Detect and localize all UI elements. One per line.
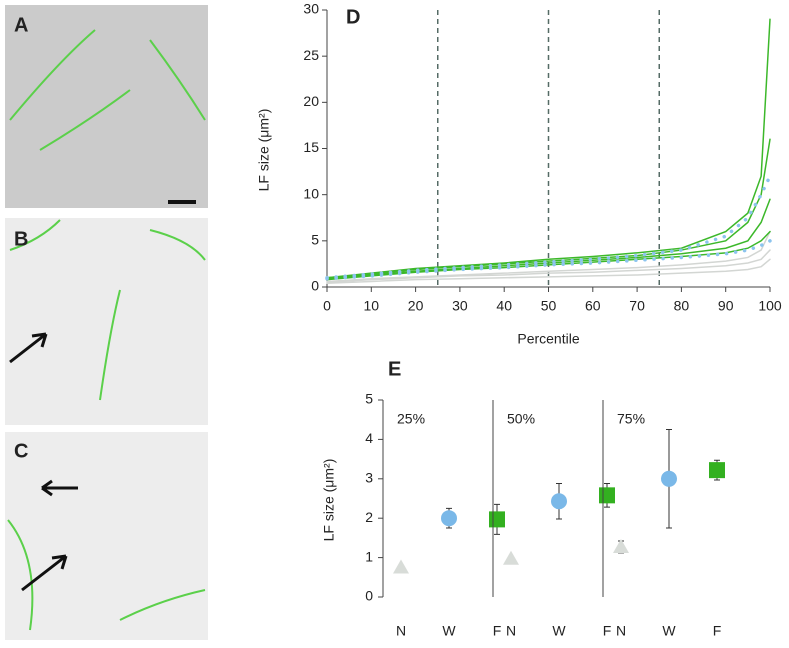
- y-tick-label: 5: [311, 232, 319, 248]
- x-tick-label: 60: [585, 298, 601, 314]
- x-tick-label: W: [552, 623, 566, 639]
- x-tick-label: N: [616, 623, 626, 639]
- arrow: [9, 332, 48, 364]
- y-tick-label: 25: [303, 47, 319, 63]
- y-tick-label: 15: [303, 139, 319, 155]
- panel-label: 25%: [397, 410, 425, 426]
- panel-label: 75%: [617, 410, 645, 426]
- series-line: [326, 230, 771, 281]
- series-line: [326, 258, 771, 285]
- image-panel: [5, 218, 208, 425]
- marker: [661, 470, 677, 487]
- fiber: [9, 219, 206, 401]
- y-tick-label: 3: [365, 470, 373, 486]
- fiber: [9, 29, 206, 151]
- image-panel: [5, 432, 208, 640]
- x-tick-label: 0: [323, 298, 331, 314]
- x-tick-label: F: [603, 623, 612, 639]
- x-tick-label: 100: [758, 298, 782, 314]
- series-line: [326, 249, 771, 284]
- x-tick-label: F: [493, 623, 502, 639]
- x-tick-label: 30: [452, 298, 468, 314]
- fiber: [7, 519, 206, 631]
- x-tick-label: N: [396, 623, 406, 639]
- marker: [503, 550, 519, 565]
- x-tick-label: 50: [541, 298, 557, 314]
- y-tick-label: 4: [365, 430, 373, 446]
- arrow: [21, 479, 78, 592]
- y-tick-label: 20: [303, 93, 319, 109]
- scale-bar: [168, 200, 196, 204]
- y-tick-label: 30: [303, 1, 319, 17]
- chart-title: D: [346, 6, 360, 28]
- x-tick-label: 90: [718, 298, 734, 314]
- marker: [613, 538, 629, 553]
- panel-label: C: [14, 440, 28, 462]
- y-tick-label: 2: [365, 509, 373, 525]
- x-tick-label: 80: [674, 298, 690, 314]
- series-line: [326, 138, 771, 279]
- panel-label: A: [14, 14, 28, 36]
- marker: [393, 559, 409, 574]
- y-tick-label: 0: [365, 588, 373, 604]
- chart-title: E: [388, 358, 401, 380]
- marker: [441, 510, 457, 527]
- y-tick-label: 10: [303, 185, 319, 201]
- marker: [599, 487, 615, 504]
- x-axis-label: Percentile: [517, 331, 579, 347]
- x-tick-label: 20: [408, 298, 424, 314]
- x-tick-label: 10: [364, 298, 380, 314]
- y-tick-label: 1: [365, 548, 373, 564]
- marker: [551, 493, 567, 510]
- series-line: [326, 198, 771, 280]
- y-axis-label: LF size (μm²): [256, 109, 272, 192]
- x-tick-label: W: [662, 623, 676, 639]
- panel-label: B: [14, 228, 28, 250]
- x-tick-label: N: [506, 623, 516, 639]
- x-tick-label: W: [442, 623, 456, 639]
- series-line: [326, 18, 771, 279]
- x-tick-label: 40: [496, 298, 512, 314]
- x-tick-label: F: [713, 623, 722, 639]
- series-line: [326, 230, 771, 283]
- y-axis-label: LF size (μm²): [321, 459, 337, 542]
- marker: [709, 462, 725, 479]
- panel-label: 50%: [507, 410, 535, 426]
- y-tick-label: 5: [365, 391, 373, 407]
- x-tick-label: 70: [629, 298, 645, 314]
- marker: [489, 511, 505, 528]
- y-tick-label: 0: [311, 278, 319, 294]
